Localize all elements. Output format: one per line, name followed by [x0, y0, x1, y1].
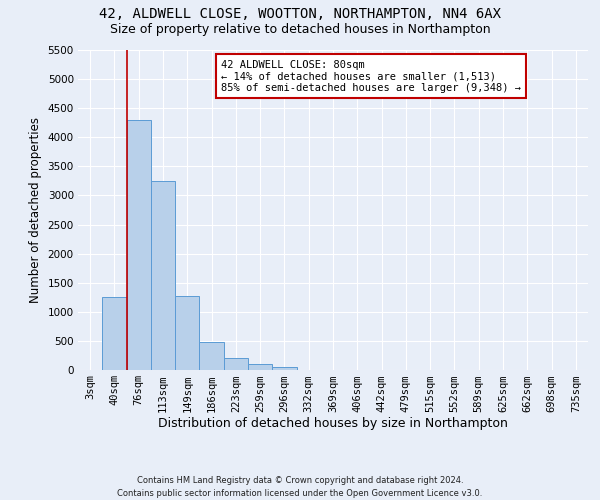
Bar	[127, 120, 151, 370]
Bar	[102, 298, 127, 370]
Bar	[224, 358, 248, 370]
Y-axis label: Number of detached properties: Number of detached properties	[29, 117, 42, 303]
Text: 42, ALDWELL CLOSE, WOOTTON, NORTHAMPTON, NN4 6AX: 42, ALDWELL CLOSE, WOOTTON, NORTHAMPTON,…	[99, 8, 501, 22]
Text: Contains HM Land Registry data © Crown copyright and database right 2024.
Contai: Contains HM Land Registry data © Crown c…	[118, 476, 482, 498]
Bar	[272, 366, 296, 370]
Bar	[199, 342, 224, 370]
Text: Size of property relative to detached houses in Northampton: Size of property relative to detached ho…	[110, 22, 490, 36]
X-axis label: Distribution of detached houses by size in Northampton: Distribution of detached houses by size …	[158, 417, 508, 430]
Text: 42 ALDWELL CLOSE: 80sqm
← 14% of detached houses are smaller (1,513)
85% of semi: 42 ALDWELL CLOSE: 80sqm ← 14% of detache…	[221, 60, 521, 93]
Bar	[151, 181, 175, 370]
Bar	[248, 364, 272, 370]
Bar	[175, 296, 199, 370]
